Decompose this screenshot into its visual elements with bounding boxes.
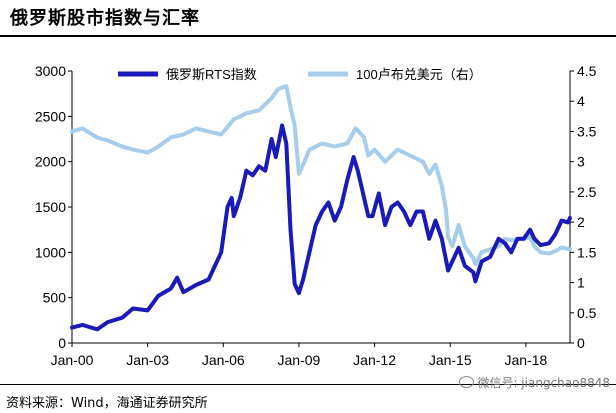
y-right-tick-label: 0 xyxy=(577,335,585,351)
x-tick-label: Jan-15 xyxy=(429,352,472,368)
x-tick-label: Jan-00 xyxy=(51,352,94,368)
y-right-tick-label: 0.5 xyxy=(577,305,597,321)
y-right-tick-label: 2.5 xyxy=(577,184,597,200)
y-left-tick-label: 2500 xyxy=(35,108,66,124)
chart-legend: 俄罗斯RTS指数 100卢布兑美元（右） xyxy=(118,67,482,82)
y-right-tick-label: 2 xyxy=(577,214,585,230)
y-right-tick-label: 3.5 xyxy=(577,123,597,139)
x-tick-label: Jan-12 xyxy=(353,352,396,368)
y-left-tick-label: 0 xyxy=(58,335,66,351)
legend-label-0: 俄罗斯RTS指数 xyxy=(166,67,257,82)
y-right-tick-label: 1.5 xyxy=(577,244,597,260)
chart: 0 500 1000 1500 2000 2500 3000 0 0.5 1 1.5 2 2.5 3 3.5… xyxy=(35,63,597,368)
legend-label-1: 100卢布兑美元（右） xyxy=(356,67,482,82)
y-left-tick-label: 1000 xyxy=(35,244,66,260)
y-right-tick-label: 4 xyxy=(577,93,585,109)
source-note: 资料来源：Wind，海通证券研究所 xyxy=(6,396,208,411)
chart-plot-area xyxy=(70,84,572,332)
watermark: 微信号: jiangchao8848 xyxy=(459,374,610,391)
y-right-tick-label: 1 xyxy=(577,275,585,291)
wechat-icon xyxy=(459,376,475,388)
y-right-tick-label: 3 xyxy=(577,154,585,170)
y-left-tick-label: 500 xyxy=(43,290,67,306)
x-tick-label: Jan-18 xyxy=(504,352,547,368)
y-right-tick-label: 4.5 xyxy=(577,63,597,79)
chart-axes: 0 500 1000 1500 2000 2500 3000 0 0.5 1 1.5 2 2.5 3 3.5… xyxy=(35,63,597,368)
x-tick-label: Jan-09 xyxy=(278,352,321,368)
y-left-tick-label: 3000 xyxy=(35,63,66,79)
title-divider xyxy=(0,35,616,37)
y-left-tick-label: 1500 xyxy=(35,199,66,215)
page-title: 俄罗斯股市指数与汇率 xyxy=(10,8,200,29)
footer-divider xyxy=(0,384,616,385)
watermark-text: 微信号: jiangchao8848 xyxy=(477,376,610,390)
x-tick-label: Jan-03 xyxy=(126,352,169,368)
series-line-1 xyxy=(70,84,572,267)
x-tick-label: Jan-06 xyxy=(202,352,245,368)
y-left-tick-label: 2000 xyxy=(35,154,66,170)
series-line-0 xyxy=(70,123,572,332)
